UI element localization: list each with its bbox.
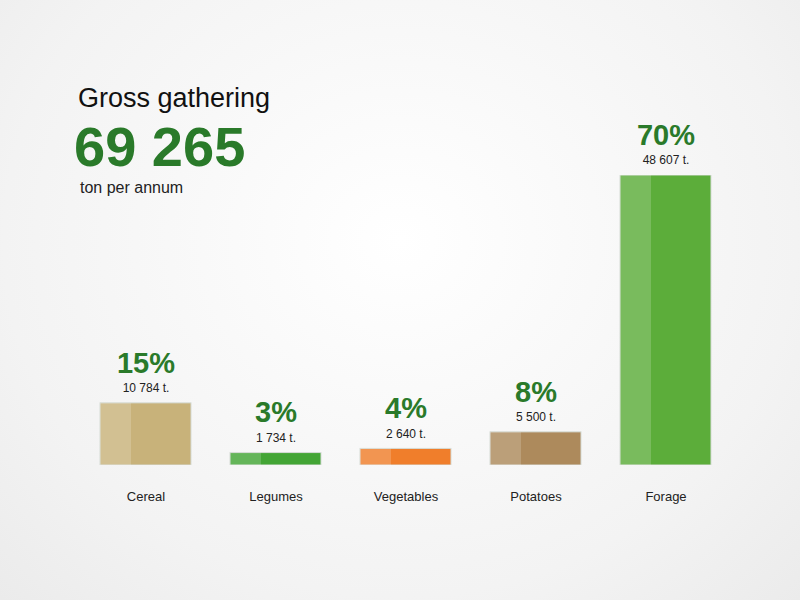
- svg-text:5 500 t.: 5 500 t.: [516, 410, 556, 424]
- svg-text:4%: 4%: [385, 392, 427, 424]
- svg-text:3%: 3%: [255, 396, 297, 428]
- svg-text:1 734 t.: 1 734 t.: [256, 431, 296, 445]
- html-text:ton per annum: ton per annum: [80, 179, 184, 196]
- svg-text:Vegetables: Vegetables: [374, 489, 439, 504]
- svg-text:Potatoes: Potatoes: [510, 489, 562, 504]
- svg-text:48 607 t.: 48 607 t.: [643, 153, 690, 167]
- svg-text:Cereal: Cereal: [127, 489, 165, 504]
- svg-text:2 640 t.: 2 640 t.: [386, 427, 426, 441]
- html-text:Gross gathering: Gross gathering: [78, 83, 271, 113]
- svg-text:15%: 15%: [117, 347, 175, 379]
- svg-text:Legumes: Legumes: [249, 489, 303, 504]
- html-text:69 265: 69 265: [74, 115, 246, 178]
- svg-text:8%: 8%: [515, 376, 557, 408]
- svg-text:10 784 t.: 10 784 t.: [123, 381, 170, 395]
- svg-text:70%: 70%: [637, 119, 695, 151]
- svg-text:Forage: Forage: [645, 489, 686, 504]
